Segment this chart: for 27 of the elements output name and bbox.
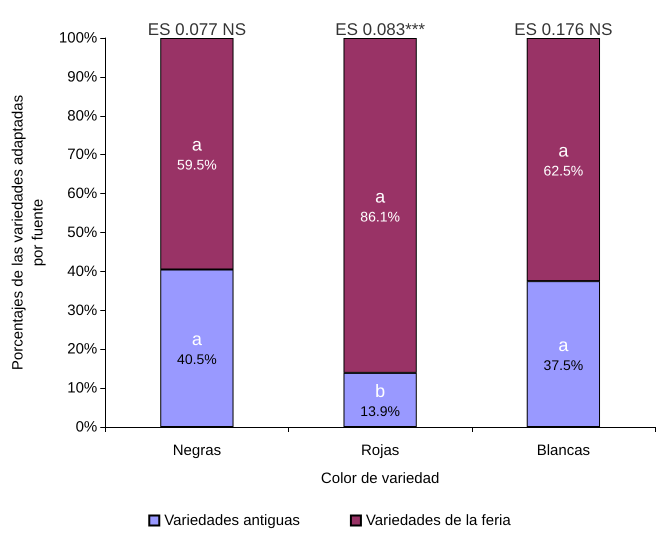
data-label: b 13.9% xyxy=(360,380,400,419)
y-tick-label: 20% xyxy=(67,340,98,358)
y-tick-label: 70% xyxy=(67,146,98,164)
data-label: a 40.5% xyxy=(177,329,217,368)
y-tick-label: 50% xyxy=(67,224,98,241)
y-tick-label: 10% xyxy=(67,380,98,397)
y-tick-label: 60% xyxy=(67,185,98,202)
legend-label: Variedades de la feria xyxy=(366,512,512,529)
data-label: a 62.5% xyxy=(544,140,584,179)
data-label: a 59.5% xyxy=(177,134,217,173)
y-tick-label: 0% xyxy=(76,418,98,436)
data-label: a 37.5% xyxy=(544,335,584,374)
y-tick-label: 30% xyxy=(67,302,98,319)
y-tick-label: 90% xyxy=(67,68,98,86)
y-tick-label: 80% xyxy=(67,107,98,124)
y-tick-label: 40% xyxy=(67,262,98,280)
x-tick-label: Blancas xyxy=(536,442,590,459)
x-axis-title: Color de variedad xyxy=(320,470,440,487)
y-axis-title: Porcentajes de las variedades adaptadas por fuente xyxy=(10,94,46,370)
annotation: ES 0.176 NS xyxy=(514,20,613,39)
y-tick-label: 100% xyxy=(58,30,98,46)
annotation: ES 0.083*** xyxy=(335,20,426,39)
legend-label: Variedades antiguas xyxy=(164,512,300,529)
data-label: a 86.1% xyxy=(360,186,400,224)
annotation: ES 0.077 NS xyxy=(148,20,246,39)
x-tick-label: Rojas xyxy=(360,442,400,459)
x-tick-label: Negras xyxy=(172,442,222,459)
